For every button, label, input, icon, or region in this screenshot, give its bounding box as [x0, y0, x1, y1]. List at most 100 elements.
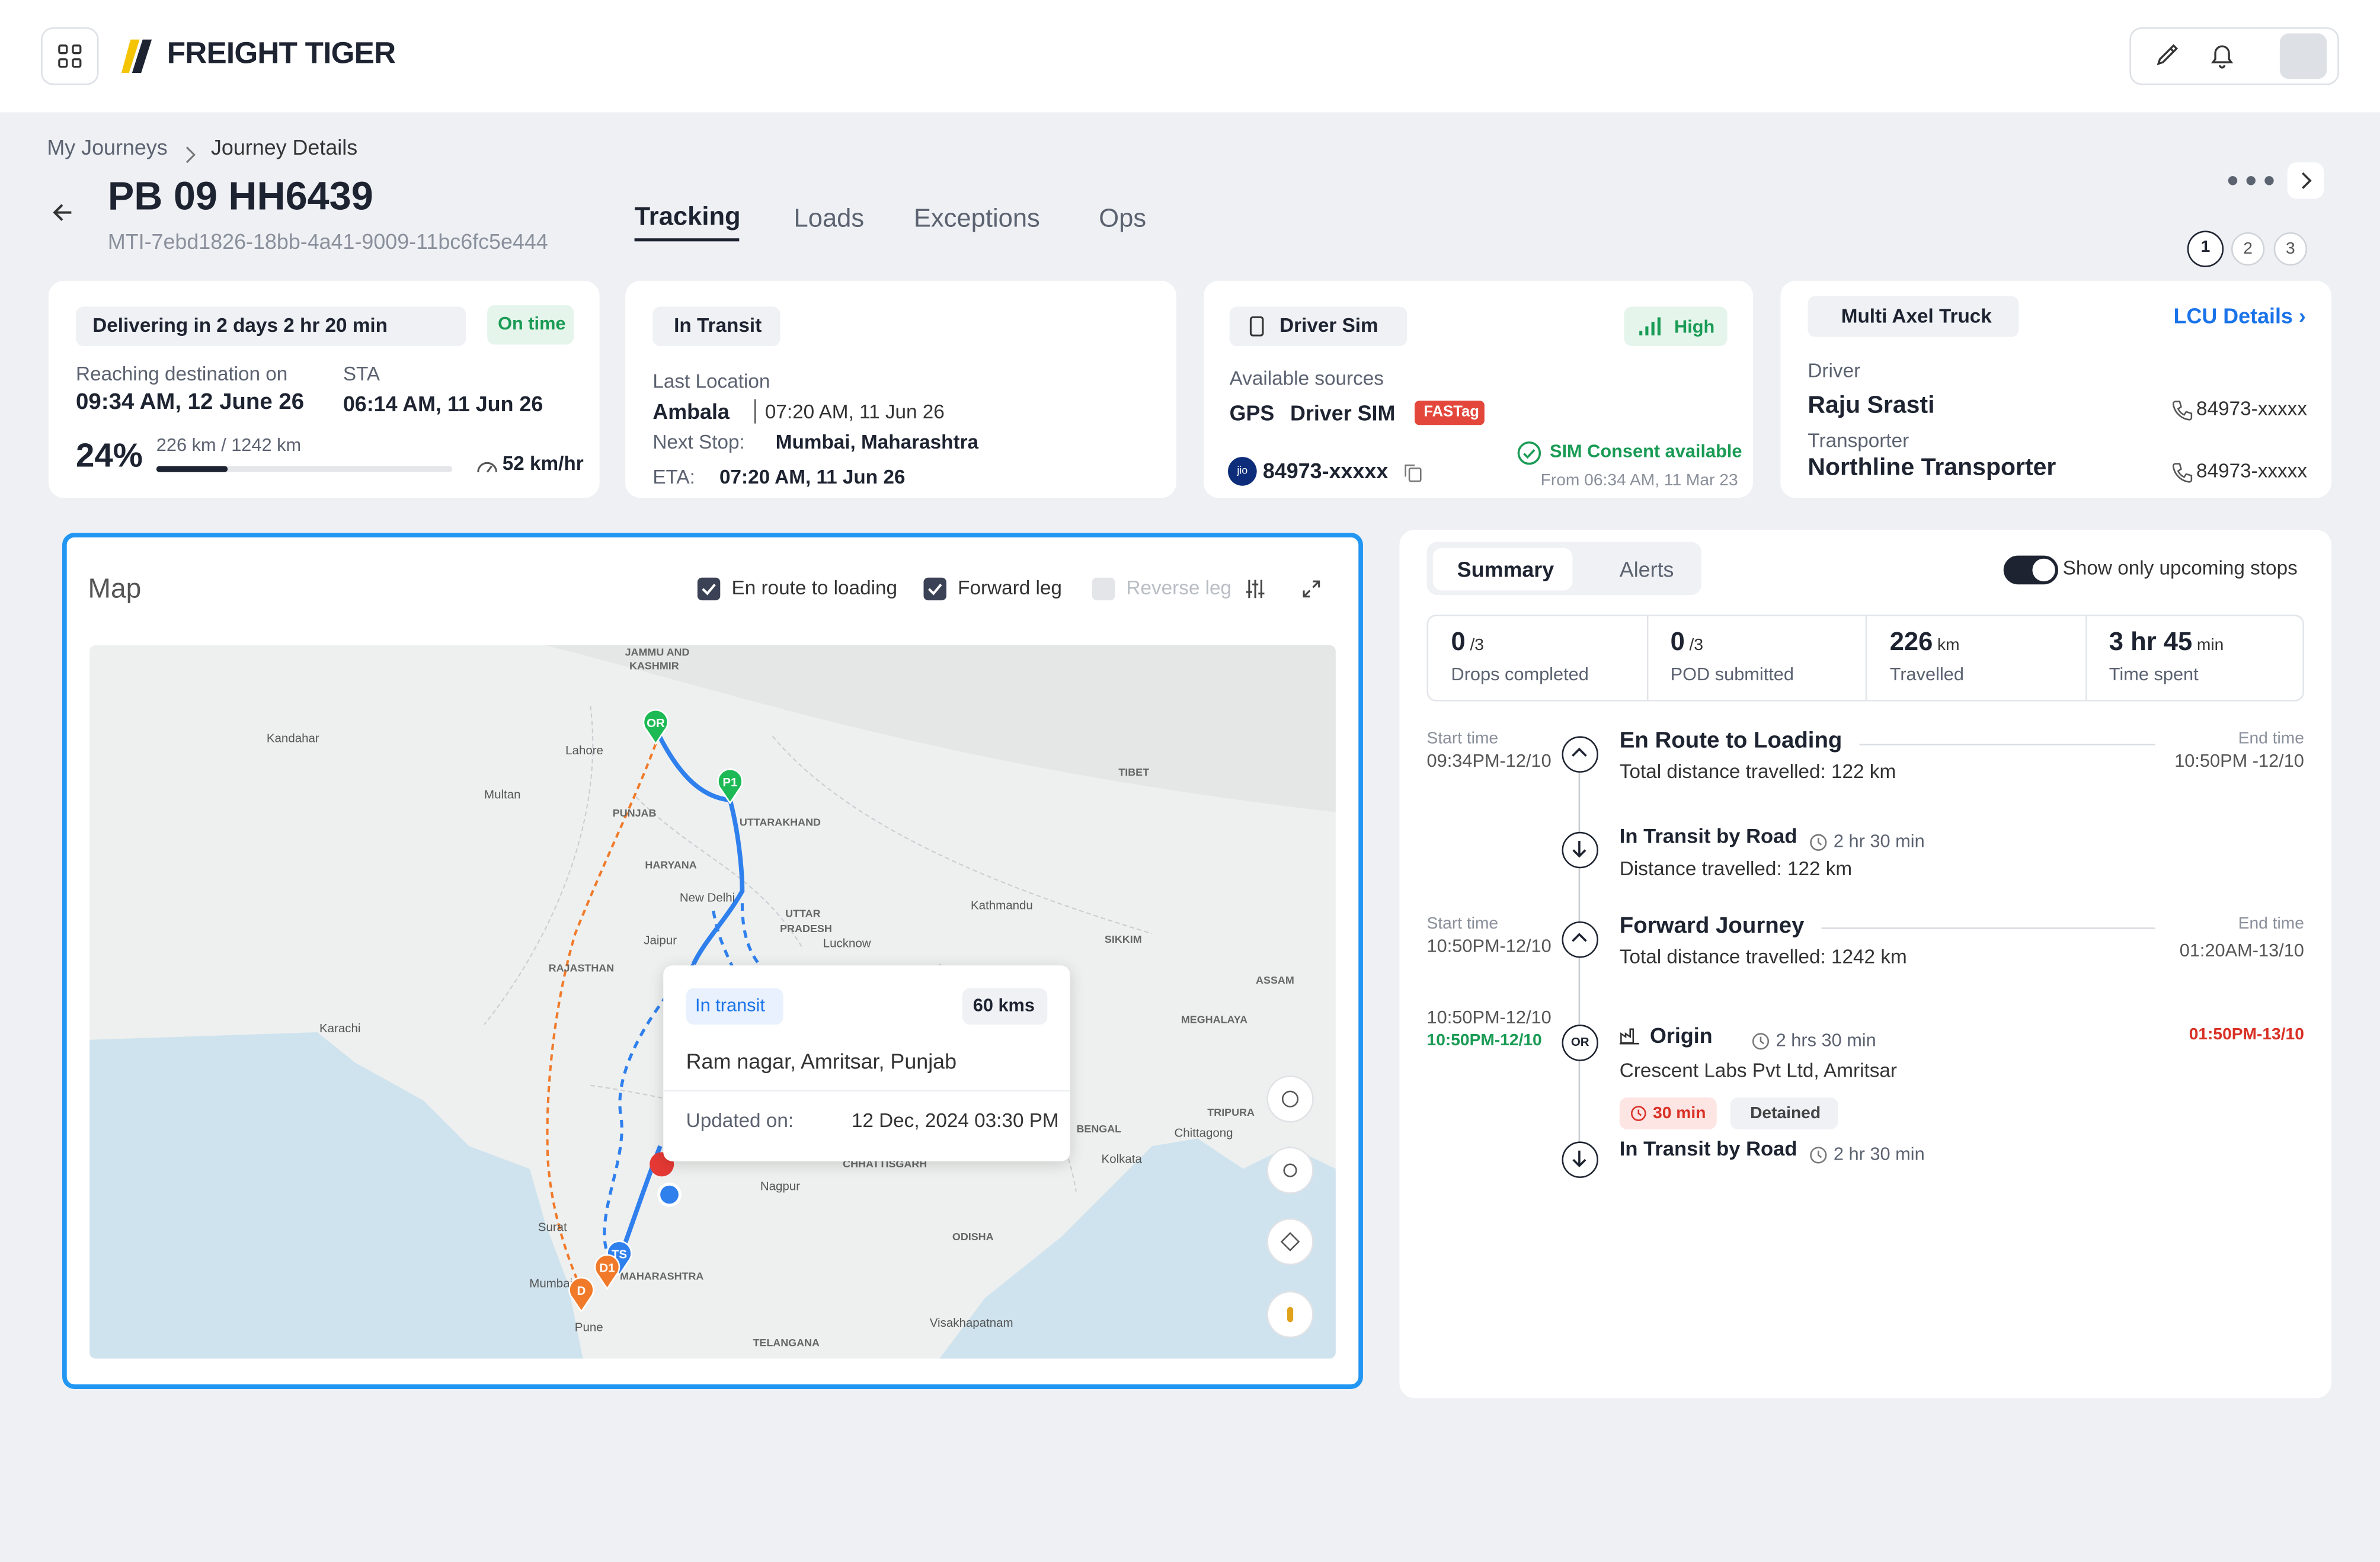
- apps-button[interactable]: [41, 27, 99, 85]
- time-label: Start time: [1426, 729, 1499, 748]
- timeline-node[interactable]: [1562, 1141, 1598, 1178]
- map-label: PRADESH: [780, 923, 832, 934]
- tab[interactable]: Loads: [794, 203, 865, 233]
- segment-active: [1432, 548, 1573, 591]
- back-button[interactable]: [50, 200, 75, 225]
- page-button[interactable]: 1: [2187, 231, 2224, 267]
- field-label: Transporter: [1808, 428, 1909, 452]
- time: 09:34PM-12/10: [1426, 750, 1552, 772]
- toggle[interactable]: [2003, 555, 2058, 585]
- leg-duration: 2 hr 30 min: [1833, 830, 1925, 852]
- stat-number: 3 hr 45: [2109, 627, 2193, 657]
- stat-label: POD submitted: [1670, 663, 1794, 685]
- marker-pin: [568, 1277, 594, 1313]
- brand-name: FREIGHT TIGER: [167, 37, 396, 71]
- map-label: Kandahar: [267, 732, 319, 745]
- page-button[interactable]: 3: [2273, 232, 2308, 266]
- stop-badge[interactable]: OR: [1562, 1025, 1598, 1061]
- map-canvas[interactable]: JAMMU AND KASHMIR PUNJAB HARYANA UTTARAKHAND…: [89, 645, 1336, 1359]
- phone-icon: [2172, 401, 2193, 421]
- next-button[interactable]: [2287, 162, 2324, 199]
- timeline-node[interactable]: [1562, 736, 1598, 773]
- map-label: JAMMU AND: [625, 646, 690, 658]
- transporter-phone: 84973-xxxxx: [2196, 459, 2307, 482]
- leg-title: In Transit by Road: [1619, 824, 1797, 848]
- map-control[interactable]: [1266, 1075, 1314, 1123]
- tooltip-status: In transit: [695, 994, 765, 1016]
- section-title: Forward Journey: [1619, 913, 1805, 939]
- field-label: Driver: [1808, 359, 1861, 382]
- factory-icon: [1619, 1028, 1640, 1045]
- stat-number: 0: [1451, 627, 1466, 657]
- stat-divider: [2084, 614, 2087, 702]
- filter-label[interactable]: Forward leg: [958, 576, 1062, 599]
- stat-unit: min: [2196, 636, 2224, 655]
- fastag-pill: [1415, 401, 1485, 425]
- segment-tab[interactable]: Alerts: [1619, 557, 1674, 582]
- timeline-node[interactable]: [1562, 921, 1598, 958]
- expand-button[interactable]: [1301, 578, 1322, 600]
- divider: [1821, 927, 2155, 929]
- source: Driver SIM: [1290, 401, 1396, 425]
- phone-icon: [2172, 463, 2193, 483]
- leg-duration: 2 hr 30 min: [1833, 1143, 1925, 1165]
- tooltip-distance: 60 kms: [973, 994, 1035, 1016]
- stat-divider: [1865, 614, 1867, 702]
- tooltip-updated-label: Updated on:: [686, 1109, 794, 1132]
- consent-icon: [1517, 441, 1541, 465]
- field-value: 07:20 AM, 11 Jun 26: [719, 465, 906, 488]
- filter-label[interactable]: Reverse leg: [1126, 576, 1232, 599]
- copy-button[interactable]: [1404, 463, 1422, 482]
- map-label: Visakhapatnam: [930, 1316, 1013, 1330]
- source: GPS: [1229, 401, 1275, 425]
- stop-title: Origin: [1650, 1023, 1713, 1048]
- time-label: End time: [2238, 729, 2304, 748]
- checkbox[interactable]: [1092, 577, 1116, 601]
- vehicle-marker[interactable]: [657, 1182, 682, 1207]
- breadcrumb-link[interactable]: My Journeys: [47, 135, 168, 159]
- checkbox[interactable]: [697, 577, 721, 601]
- status-tag-text: Detained: [1750, 1105, 1821, 1123]
- tab[interactable]: Ops: [1099, 203, 1147, 233]
- lcu-link[interactable]: LCU Details ›: [2173, 303, 2306, 328]
- stat-unit: /3: [1470, 636, 1484, 655]
- stat-value: 226 km: [1890, 628, 1960, 657]
- stat-value: 0/3: [1671, 628, 1703, 657]
- map-settings[interactable]: [1245, 578, 1266, 600]
- map-label: HARYANA: [645, 859, 696, 870]
- route-planned: [603, 903, 774, 1261]
- marker-pin: [642, 709, 669, 745]
- timeline-node[interactable]: [1562, 831, 1598, 869]
- filter-label[interactable]: En route to loading: [731, 576, 898, 599]
- tab-active[interactable]: Tracking: [634, 202, 741, 231]
- segment-tab[interactable]: Summary: [1457, 557, 1554, 582]
- field-label: STA: [343, 362, 380, 385]
- marker-pin: [594, 1254, 620, 1291]
- page-button[interactable]: 2: [2231, 232, 2265, 266]
- toggle-label[interactable]: Show only upcoming stops: [2062, 556, 2298, 580]
- stat-label: Travelled: [1889, 663, 1964, 685]
- phone-icon: [1249, 316, 1264, 337]
- driver-phone: 84973-xxxxx: [2196, 396, 2307, 420]
- avatar[interactable]: [2279, 33, 2327, 79]
- checkbox[interactable]: [923, 577, 947, 601]
- timeline-line: [1578, 772, 1581, 1143]
- map-label: Lahore: [565, 744, 603, 757]
- route-en-route: [546, 743, 657, 1291]
- divider: [663, 1090, 1070, 1092]
- map-control[interactable]: [1266, 1147, 1314, 1194]
- map-label: TRIPURA: [1207, 1106, 1255, 1118]
- delivery-pill: [76, 306, 466, 347]
- divider: [1859, 744, 2155, 745]
- map-label: UTTAR: [785, 907, 820, 919]
- more-button[interactable]: [2225, 171, 2277, 190]
- delay-text: 30 min: [1653, 1105, 1706, 1123]
- sim-label: Driver Sim: [1279, 313, 1378, 337]
- tab[interactable]: Exceptions: [913, 203, 1040, 233]
- map-control[interactable]: [1266, 1218, 1314, 1266]
- field-label: Available sources: [1229, 366, 1384, 390]
- progress-percent: 24%: [76, 436, 143, 475]
- delivery-label: Delivering in 2 days 2 hr 20 min: [92, 313, 388, 337]
- map-label: TIBET: [1118, 766, 1149, 778]
